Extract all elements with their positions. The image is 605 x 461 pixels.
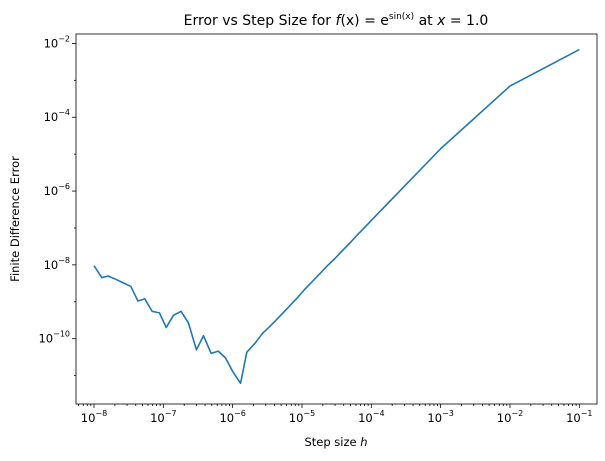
x-tick-exponent: −4 xyxy=(373,409,385,418)
x-tick-label: 10−8 xyxy=(81,409,107,425)
y-tick-label: 10−10 xyxy=(38,330,70,346)
y-tick-exponent: −6 xyxy=(58,182,70,191)
x-tick-label: 10−1 xyxy=(566,409,592,425)
x-tick-base: 10 xyxy=(497,411,512,425)
y-tick-exponent: −10 xyxy=(53,330,70,339)
x-axis-ticks: 10−8 10−7 10−6 10−5 10−4 10−3 10−2 10−1 xyxy=(78,404,593,425)
title-f: f xyxy=(336,13,343,29)
y-tick-base: 10 xyxy=(44,110,59,124)
title-eq: = 1.0 xyxy=(445,13,488,29)
x-tick-exponent: −6 xyxy=(234,409,246,418)
x-tick-label: 10−4 xyxy=(358,409,384,425)
y-tick-exponent: −4 xyxy=(58,108,70,117)
x-tick-base: 10 xyxy=(289,411,304,425)
y-tick-base: 10 xyxy=(44,184,59,198)
x-tick-exponent: −3 xyxy=(442,409,454,418)
title-at: at xyxy=(414,13,437,29)
x-tick-exponent: −2 xyxy=(511,409,523,418)
title-xvar: x xyxy=(436,13,446,29)
x-tick-base: 10 xyxy=(219,411,234,425)
y-tick-label: 10−6 xyxy=(44,182,70,198)
y-axis-label: Finite Difference Error xyxy=(8,156,22,282)
x-tick-base: 10 xyxy=(81,411,96,425)
x-tick-base: 10 xyxy=(427,411,442,425)
x-tick-label: 10−6 xyxy=(219,409,245,425)
plot-frame xyxy=(75,33,598,405)
x-tick-exponent: −1 xyxy=(581,409,593,418)
chart-title: Error vs Step Size for f(x) = esin(x) at… xyxy=(184,12,489,29)
series-line xyxy=(93,48,580,385)
x-tick-base: 10 xyxy=(566,411,581,425)
title-exponent: sin(x) xyxy=(389,12,414,22)
title-paren: (x) = e xyxy=(340,13,388,29)
y-tick-base: 10 xyxy=(44,258,59,272)
x-tick-exponent: −7 xyxy=(165,409,177,418)
y-tick-base: 10 xyxy=(38,332,53,346)
x-tick-exponent: −8 xyxy=(95,409,107,418)
title-prefix: Error vs Step Size for xyxy=(184,13,336,29)
x-tick-exponent: −5 xyxy=(303,409,315,418)
y-tick-base: 10 xyxy=(44,36,59,50)
y-tick-exponent: −8 xyxy=(58,256,70,265)
x-tick-label: 10−7 xyxy=(150,409,176,425)
y-tick-exponent: −2 xyxy=(58,34,70,43)
y-tick-label: 10−8 xyxy=(44,256,70,272)
y-tick-label: 10−2 xyxy=(44,34,70,50)
x-tick-base: 10 xyxy=(150,411,165,425)
x-tick-label: 10−3 xyxy=(427,409,453,425)
x-axis-label-text: Step size xyxy=(304,435,360,449)
x-axis-label: Step size h xyxy=(304,435,367,449)
x-tick-label: 10−2 xyxy=(497,409,523,425)
y-tick-label: 10−4 xyxy=(44,108,70,124)
x-axis-label-var: h xyxy=(360,435,367,449)
x-tick-label: 10−5 xyxy=(289,409,315,425)
x-tick-base: 10 xyxy=(358,411,373,425)
